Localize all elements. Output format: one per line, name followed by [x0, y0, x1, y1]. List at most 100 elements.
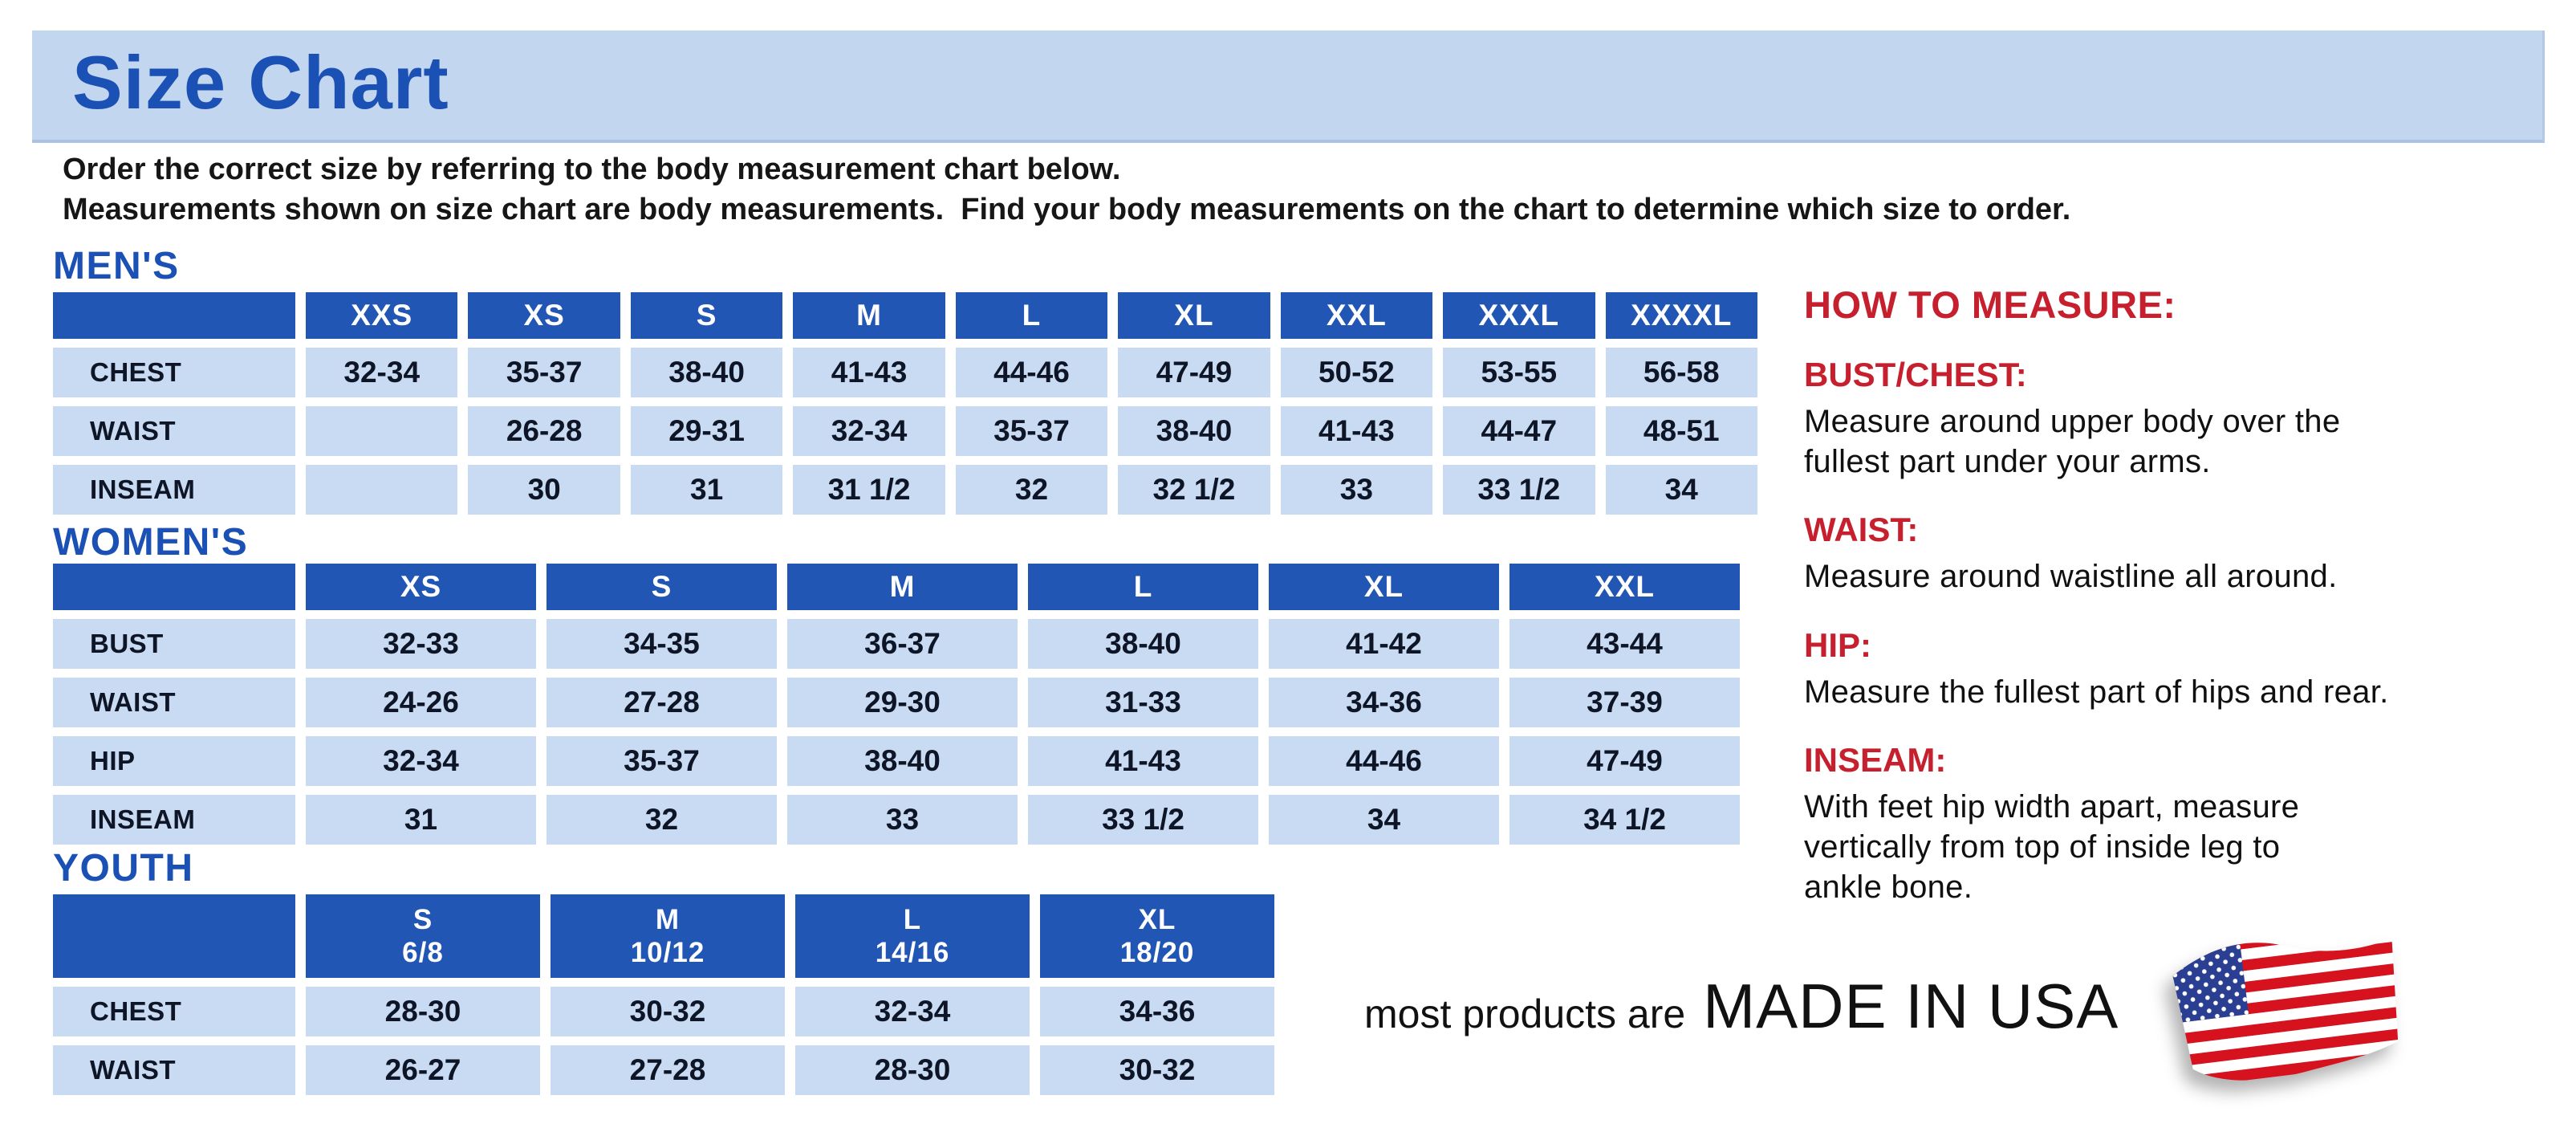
size-cell: 31 1/2: [793, 465, 945, 515]
table-row-chest: CHEST 28-30 30-32 32-34 34-36: [53, 987, 1274, 1036]
intro-line-2: Measurements shown on size chart are bod…: [63, 193, 2071, 227]
column-header-xs: XS: [306, 564, 536, 610]
size-cell: 30-32: [1040, 1045, 1274, 1095]
table-row-waist: WAIST 24-26 27-28 29-30 31-33 34-36 37-39: [53, 678, 1740, 727]
size-cell: [306, 406, 458, 456]
size-cell: 28-30: [795, 1045, 1030, 1095]
size-cell: 38-40: [1028, 619, 1258, 669]
size-cell: 38-40: [630, 348, 783, 397]
column-header-xl: XL 18/20: [1040, 894, 1274, 978]
column-header-xxl: XXL: [1280, 292, 1433, 339]
corner-header-cell: [53, 292, 295, 339]
size-cell: 34-35: [546, 619, 777, 669]
column-header-m: M 10/12: [551, 894, 785, 978]
mens-size-table: XXS XS S M L XL XXL XXXL XXXXL CHEST 32-34 35-37 38-…: [43, 283, 1768, 523]
row-label: WAIST: [53, 406, 295, 456]
column-header-xl: XL: [1269, 564, 1499, 610]
row-label: CHEST: [53, 348, 295, 397]
intro-line-1: Order the correct size by referring to t…: [63, 153, 1121, 186]
table-row-chest: CHEST 32-34 35-37 38-40 41-43 44-46 47-49 50-52…: [53, 348, 1757, 397]
column-header-xl: XL: [1118, 292, 1270, 339]
size-cell: 47-49: [1509, 736, 1740, 786]
bust-chest-term: BUST/CHEST:: [1804, 356, 2027, 393]
table-row-bust: BUST 32-33 34-35 36-37 38-40 41-42 43-44: [53, 619, 1740, 669]
hip-term: HIP:: [1804, 625, 1871, 664]
header-row: S 6/8 M 10/12 L 14/16 XL 18/20: [53, 894, 1274, 978]
row-label: WAIST: [53, 1045, 295, 1095]
size-cell: 44-47: [1443, 406, 1595, 456]
bust-chest-description: Measure around upper body over the fulles…: [1804, 404, 2341, 479]
size-cell: 26-28: [468, 406, 620, 456]
size-cell: 28-30: [306, 987, 540, 1036]
womens-section-heading: WOMEN'S: [53, 521, 249, 564]
size-cell: 31: [630, 465, 783, 515]
column-header-s: S: [630, 292, 783, 339]
size-cell: 41-43: [1028, 736, 1258, 786]
size-cell: 41-42: [1269, 619, 1499, 669]
size-cell: 32-34: [306, 736, 536, 786]
size-cell: 50-52: [1280, 348, 1433, 397]
row-label: INSEAM: [53, 795, 295, 845]
made-in-usa-statement: most products are MADE IN USA: [1364, 970, 2119, 1043]
size-cell: 41-43: [1280, 406, 1433, 456]
title-banner: Size Chart: [32, 31, 2545, 143]
corner-header-cell: [53, 894, 295, 978]
size-cell: 34 1/2: [1509, 795, 1740, 845]
header-row: XS S M L XL XXL: [53, 564, 1740, 610]
size-cell: 30: [468, 465, 620, 515]
made-in-usa-text: MADE IN USA: [1703, 971, 2119, 1041]
size-cell: 43-44: [1509, 619, 1740, 669]
size-cell: 32: [955, 465, 1108, 515]
row-label: BUST: [53, 619, 295, 669]
column-header-xxs: XXS: [306, 292, 458, 339]
size-cell: 33: [787, 795, 1018, 845]
row-label: HIP: [53, 736, 295, 786]
column-header-l: L: [1028, 564, 1258, 610]
size-cell: 37-39: [1509, 678, 1740, 727]
size-cell: 38-40: [787, 736, 1018, 786]
youth-section-heading: YOUTH: [53, 847, 194, 890]
column-header-m: M: [793, 292, 945, 339]
size-cell: 41-43: [793, 348, 945, 397]
size-cell: 34-36: [1269, 678, 1499, 727]
size-cell: 24-26: [306, 678, 536, 727]
size-cell: 35-37: [546, 736, 777, 786]
how-to-measure-heading: HOW TO MEASURE:: [1804, 283, 2176, 326]
how-to-measure-panel: HOW TO MEASURE: BUST/CHEST: Measure arou…: [1804, 283, 2566, 907]
waist-description: Measure around waistline all around.: [1804, 559, 2338, 595]
table-row-inseam: INSEAM 30 31 31 1/2 32 32 1/2 33 33 1/2 34: [53, 465, 1757, 515]
size-cell: 33 1/2: [1443, 465, 1595, 515]
size-cell: 35-37: [955, 406, 1108, 456]
usa-flag-icon: [2162, 930, 2403, 1098]
column-header-s: S 6/8: [306, 894, 540, 978]
size-cell: 30-32: [551, 987, 785, 1036]
size-cell: 32: [546, 795, 777, 845]
hip-description: Measure the fullest part of hips and rea…: [1804, 674, 2389, 710]
table-row-hip: HIP 32-34 35-37 38-40 41-43 44-46 47-49: [53, 736, 1740, 786]
column-header-m: M: [787, 564, 1018, 610]
size-cell: 29-31: [630, 406, 783, 456]
page-title: Size Chart: [72, 40, 449, 124]
column-header-xs: XS: [468, 292, 620, 339]
inseam-term: INSEAM:: [1804, 741, 1947, 780]
made-in-usa-prefix: most products are: [1364, 992, 1686, 1036]
size-cell: 35-37: [468, 348, 620, 397]
size-cell: 27-28: [546, 678, 777, 727]
row-label: INSEAM: [53, 465, 295, 515]
size-cell: 44-46: [1269, 736, 1499, 786]
size-cell: 27-28: [551, 1045, 785, 1095]
size-cell: 36-37: [787, 619, 1018, 669]
size-cell: 33 1/2: [1028, 795, 1258, 845]
table-row-waist: WAIST 26-27 27-28 28-30 30-32: [53, 1045, 1274, 1095]
column-header-xxl: XXL: [1509, 564, 1740, 610]
header-row: XXS XS S M L XL XXL XXXL XXXXL: [53, 292, 1757, 339]
size-cell: 56-58: [1605, 348, 1757, 397]
column-header-xxxl: XXXL: [1443, 292, 1595, 339]
mens-section-heading: MEN'S: [53, 245, 180, 287]
size-cell: 34-36: [1040, 987, 1274, 1036]
size-cell: 48-51: [1605, 406, 1757, 456]
womens-size-table: XS S M L XL XXL BUST 32-33 34-35 36-37 38-40 41-42 4…: [43, 555, 1750, 853]
size-cell: [306, 465, 458, 515]
size-cell: 32-33: [306, 619, 536, 669]
